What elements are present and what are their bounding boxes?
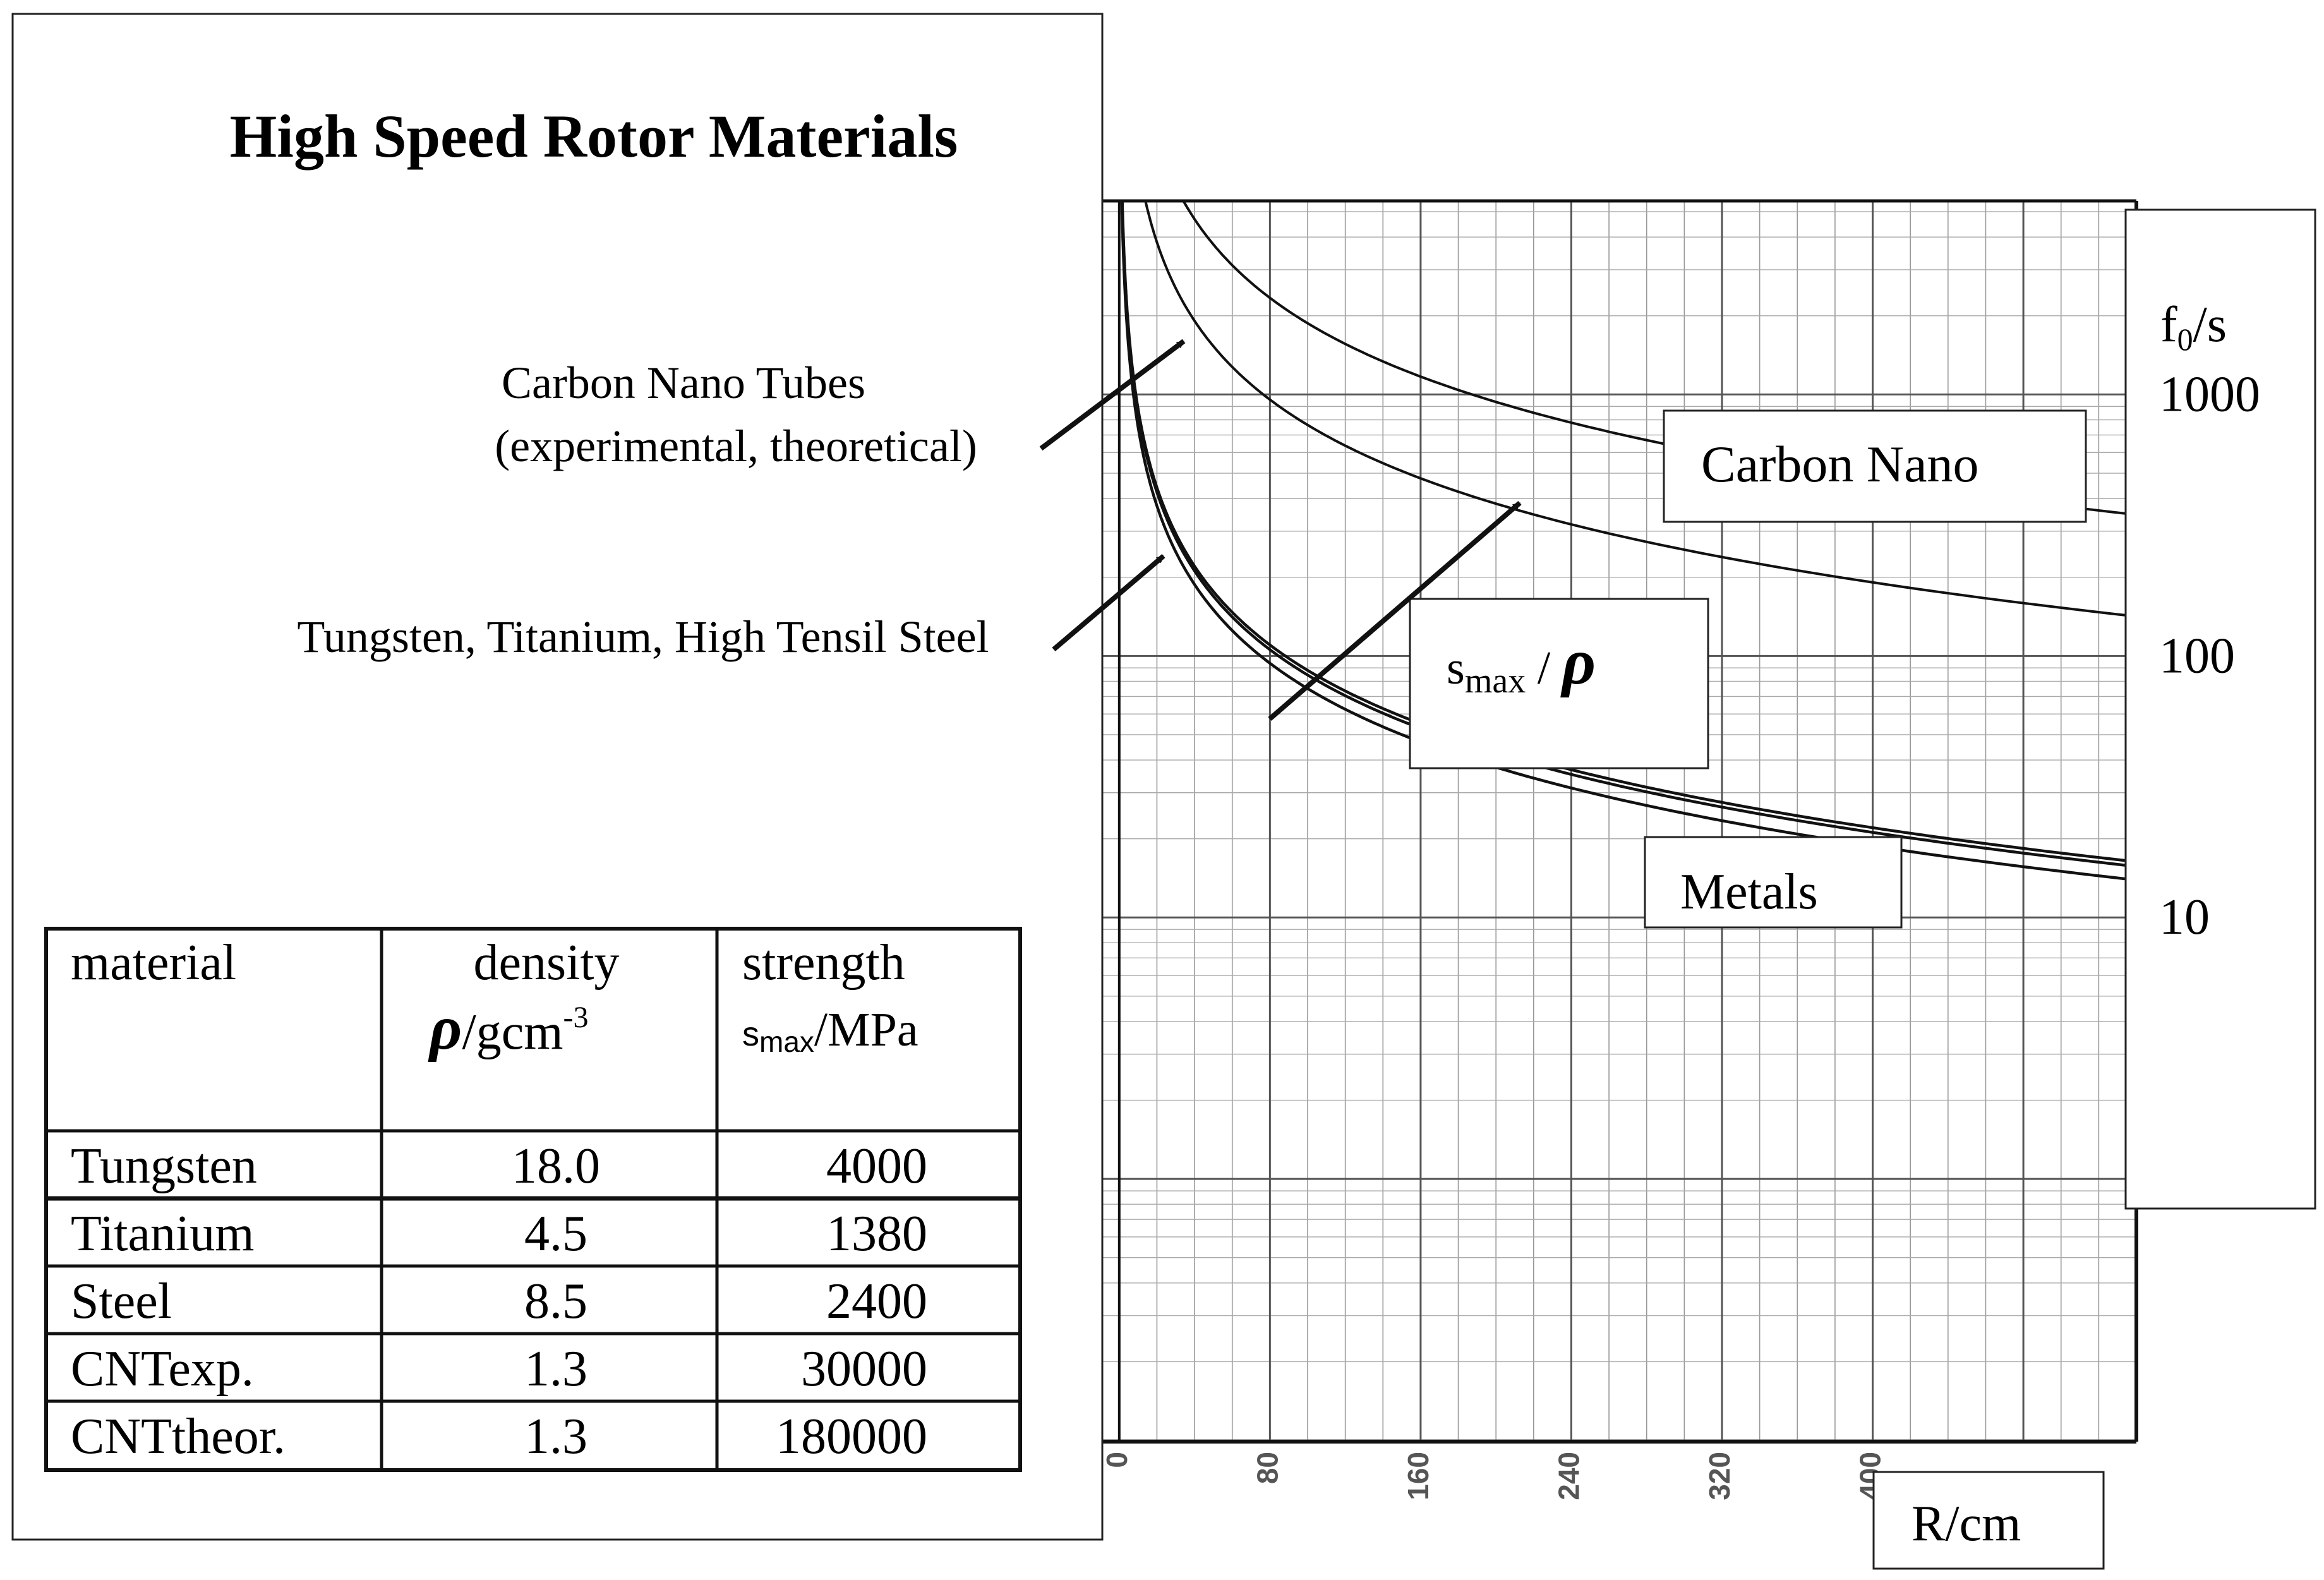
strength-max-sub: max	[759, 1025, 814, 1058]
metals-label: Metals	[1680, 864, 1818, 920]
arrows	[1039, 339, 1522, 721]
series-line-cntexp	[1144, 201, 2136, 618]
y-axis-label-unit: /s	[2193, 297, 2227, 353]
table-cell-strength: 180000	[776, 1409, 927, 1464]
ratio-pointer-arrow	[1268, 500, 1522, 721]
page-title: High Speed Rotor Materials	[230, 102, 958, 170]
y-tick-label: 1000	[2159, 366, 2260, 422]
x-tick-label: 80	[1251, 1452, 1284, 1484]
cnt-annotation-line2: (experimental, theoretical)	[495, 421, 977, 471]
table-cell-strength: 4000	[826, 1138, 927, 1194]
table-cell-material: CNTtheor.	[71, 1409, 286, 1464]
x-tick-label: 160	[1402, 1452, 1435, 1500]
x-axis-label: R/cm	[1912, 1496, 2021, 1552]
plot-background	[1100, 201, 2136, 1440]
metals-annotation: Tungsten, Titanium, High Tensil Steel	[297, 612, 989, 662]
major-grid	[1100, 201, 2136, 1440]
table-cell-density: 18.0	[512, 1138, 600, 1194]
table-cell-density: 8.5	[524, 1274, 587, 1329]
ratio-box	[1409, 598, 1709, 769]
header-density: density	[473, 935, 619, 991]
x-tick-label: 320	[1703, 1452, 1736, 1500]
left-panel: High Speed Rotor Materials Carbon Nano T…	[11, 13, 1104, 1541]
plot-labels: Carbon Nano smax / ρ Metals R/cm f0/s 10…	[1409, 208, 2316, 1570]
y-axis-label-base: f	[2160, 297, 2177, 353]
carbon-nano-label: Carbon Nano	[1701, 435, 1979, 493]
table-cell-material: Steel	[71, 1274, 172, 1329]
ratio-slash: /	[1526, 642, 1562, 694]
density-unit-text: /gcm	[462, 1004, 563, 1060]
carbon-nano-box	[1663, 409, 2087, 523]
table-cell-density: 1.3	[524, 1341, 587, 1397]
cnt-annotation-line1: Carbon Nano Tubes	[502, 358, 865, 408]
table-cell-density: 1.3	[524, 1409, 587, 1464]
metals-pointer-arrow	[1052, 553, 1165, 652]
series-line-cnttheor	[1182, 201, 2136, 516]
header-material: material	[71, 935, 236, 991]
ratio-s: s	[1447, 642, 1465, 694]
y-tick-labels: 10 100 1000	[2159, 366, 2260, 945]
header-strength: strength	[742, 935, 905, 991]
header-density-unit: ρ/gcm-3	[428, 992, 588, 1063]
density-unit-exponent: -3	[563, 1001, 588, 1034]
table-cell-strength: 30000	[801, 1341, 927, 1397]
cnt-pointer-arrow	[1039, 339, 1186, 451]
metals-box	[1644, 836, 1903, 929]
x-tick-label: 240	[1553, 1452, 1586, 1500]
table-cell-density: 4.5	[524, 1206, 587, 1262]
minor-grid	[1100, 201, 2136, 1440]
table-cell-strength: 1380	[826, 1206, 927, 1262]
x-tick-labels: 0 80 160 240 320 400	[1100, 1452, 1887, 1500]
y-axis-label: f0/s	[2160, 297, 2227, 357]
table-cell-strength: 2400	[826, 1274, 927, 1329]
plot-area: 0 80 160 240 320 400	[1100, 199, 2138, 1500]
table-cell-material: CNTexp.	[71, 1341, 254, 1397]
ratio-rho: ρ	[1560, 625, 1596, 698]
x-axis-label-box	[1872, 1471, 2105, 1570]
header-strength-unit: smax/MPa	[742, 1003, 918, 1058]
table-cell-material: Titanium	[71, 1206, 254, 1262]
ratio-label: smax / ρ	[1447, 625, 1596, 701]
density-rho-symbol: ρ	[428, 992, 462, 1063]
strength-s-symbol: s	[742, 1015, 759, 1053]
strength-unit-text: /MPa	[814, 1003, 918, 1056]
table-rows: Tungsten 18.0 4000 Titanium 4.5 1380 Steel 8.5 2…	[71, 1138, 927, 1464]
material-table: material density ρ/gcm-3 strength smax/M…	[44, 927, 1022, 1472]
y-tick-label: 10	[2159, 890, 2210, 945]
y-axis-panel	[2124, 208, 2316, 1210]
y-tick-label: 100	[2159, 628, 2235, 684]
x-tick-label: 0	[1100, 1452, 1133, 1468]
table-cell-material: Tungsten	[71, 1138, 257, 1194]
y-axis-label-sub: 0	[2177, 322, 2193, 357]
ratio-max: max	[1465, 661, 1526, 701]
